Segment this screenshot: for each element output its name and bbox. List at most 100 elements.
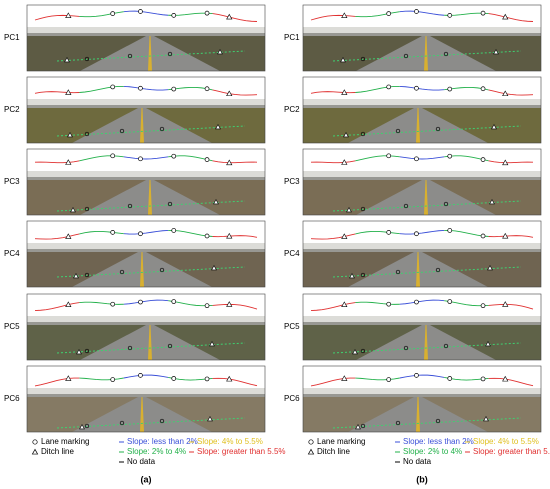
sky <box>303 171 541 181</box>
treeline <box>27 322 265 325</box>
profile-line <box>355 11 400 18</box>
ditch-marker <box>226 90 233 97</box>
lane-marker <box>386 153 392 159</box>
lane-marker <box>360 423 366 429</box>
lane-marker <box>171 299 177 304</box>
legend-text: Slope: greater than 5.5% <box>197 447 286 456</box>
lane-marker <box>138 156 143 162</box>
panel-border <box>26 76 266 144</box>
panel-border <box>26 293 266 361</box>
lane-marker <box>447 376 453 381</box>
panel-border <box>26 365 266 433</box>
legend-text: Lane marking <box>41 437 89 446</box>
ditch-marker <box>502 159 509 166</box>
panel-label: PC6 <box>4 394 20 403</box>
profile-line <box>310 160 356 164</box>
lane-marker <box>110 230 116 235</box>
lane-marker <box>386 84 392 90</box>
panel-label: PC2 <box>284 105 300 114</box>
lane-marker <box>110 301 116 307</box>
lane-marker <box>447 86 453 92</box>
ditch-marker <box>215 123 221 130</box>
panel: PC1 <box>4 4 266 72</box>
ditch-marker <box>491 123 497 130</box>
profile-line <box>212 235 258 238</box>
lane-marker <box>480 10 486 16</box>
ditch-marker <box>65 233 72 239</box>
profile-line <box>79 301 124 305</box>
lane-marker <box>443 51 449 57</box>
ditch-marker <box>502 232 509 239</box>
photo-profile <box>332 50 522 62</box>
lane-marker <box>414 231 419 237</box>
lane-marker <box>480 86 486 92</box>
ditch-marker <box>340 56 346 63</box>
panel-label: PC1 <box>284 33 300 42</box>
ditch-marker <box>352 348 358 355</box>
panel: PC5 <box>4 293 266 361</box>
legend-text: Ditch line <box>317 447 350 456</box>
profile-line <box>123 10 169 16</box>
lane-marker <box>414 85 419 91</box>
lane-marker <box>110 84 116 90</box>
lane-marker <box>127 345 133 351</box>
lane-marker <box>110 377 116 382</box>
legend-triangle <box>307 448 315 455</box>
profile-line <box>310 14 356 21</box>
treeline <box>303 177 541 180</box>
ditch-marker <box>213 198 219 205</box>
ditch-marker <box>341 12 348 18</box>
lane-marker <box>360 56 366 62</box>
center-line <box>148 325 152 360</box>
panel-label: PC6 <box>284 394 300 403</box>
ditch-marker <box>79 423 85 430</box>
profile-line <box>488 303 534 310</box>
panel: PC6 <box>284 365 542 433</box>
legend-text: Slope: less than 2% <box>127 437 198 446</box>
lane-marker <box>480 376 486 382</box>
panel-border <box>26 220 266 288</box>
treeline <box>303 33 541 36</box>
profile-line <box>34 160 80 164</box>
legend-text: Slope: 2% to 4% <box>127 447 186 456</box>
lane-marker <box>138 85 143 91</box>
profile-line <box>399 10 445 16</box>
panel-border <box>302 365 542 433</box>
lane-marker <box>204 10 210 16</box>
legend-circle <box>308 439 314 445</box>
photo-profile <box>332 125 522 137</box>
center-line <box>140 108 144 143</box>
sky <box>303 99 541 109</box>
lane-marker <box>119 269 125 275</box>
profile-line <box>34 377 80 387</box>
ditch-marker <box>341 89 348 95</box>
profile-line <box>79 230 124 235</box>
lane-marker <box>386 230 392 235</box>
sky <box>303 388 541 398</box>
profile-line <box>355 230 400 235</box>
treeline <box>303 394 541 397</box>
lane-marker <box>386 377 392 382</box>
lane-marker <box>171 13 177 18</box>
lane-marker <box>360 131 366 137</box>
profile-line <box>34 302 80 311</box>
legend-text: Slope: 4% to 5.5% <box>473 437 539 446</box>
ditch-marker <box>207 415 213 422</box>
sky <box>27 171 265 181</box>
lane-marker <box>171 86 177 92</box>
lane-marker <box>138 373 143 378</box>
panel-label: PC3 <box>4 177 20 186</box>
ditch-marker <box>226 301 233 307</box>
photo-profile <box>56 50 246 62</box>
lane-marker <box>167 343 173 349</box>
ditch-marker <box>493 48 499 55</box>
panel-border <box>302 4 542 72</box>
center-line <box>148 36 152 71</box>
lane-marker <box>403 53 409 59</box>
sky <box>303 27 541 37</box>
legend-text: Slope: 4% to 5.5% <box>197 437 263 446</box>
lane-marker <box>84 131 90 137</box>
treeline <box>27 394 265 397</box>
panel-label: PC3 <box>284 177 300 186</box>
